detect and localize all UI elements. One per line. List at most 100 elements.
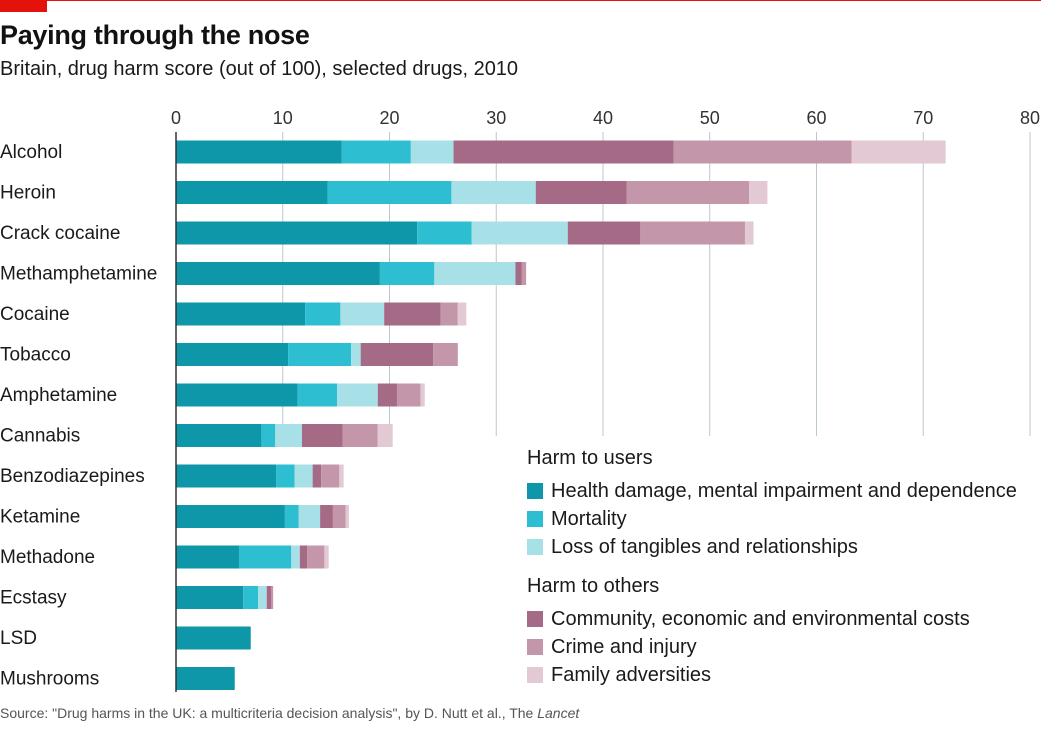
bar-segment	[176, 424, 262, 447]
bar-segment	[320, 505, 333, 528]
bar-segment	[266, 586, 272, 609]
legend-item: Mortality	[527, 505, 1017, 533]
bar-segment	[379, 262, 435, 285]
bar-segment	[176, 181, 328, 204]
bar-segment	[305, 302, 341, 326]
bar-segment	[433, 343, 458, 366]
x-tick-label: 80	[1020, 108, 1040, 128]
bar-segment	[176, 343, 289, 366]
bar-segment	[673, 140, 852, 164]
legend-label: Crime and injury	[551, 635, 697, 658]
bar-segment	[324, 545, 329, 569]
legend-swatch	[527, 667, 543, 683]
bar-segment	[434, 262, 516, 285]
x-tick-label: 20	[379, 108, 399, 128]
bar-segment	[749, 181, 768, 204]
chart-subtitle: Britain, drug harm score (out of 100), s…	[0, 58, 519, 80]
legend-group-others: Harm to others Community, economic and e…	[527, 575, 1017, 689]
bar-segment	[451, 181, 536, 204]
bar-segment	[176, 383, 298, 407]
category-label: Benzodiazepines	[0, 466, 145, 487]
bar-segment	[327, 181, 452, 204]
bar-segment	[384, 302, 441, 326]
bar-segment	[176, 545, 239, 569]
bar-segment	[410, 140, 454, 164]
bar-segment	[567, 221, 641, 245]
bar-segment	[258, 586, 267, 609]
top-rule	[0, 0, 1041, 1]
bar-segment	[342, 424, 378, 447]
bar-segment	[515, 262, 522, 285]
bar-segment	[176, 140, 342, 164]
bar-segment	[626, 181, 750, 204]
category-label: Ecstasy	[0, 588, 67, 609]
bar-segment	[176, 626, 251, 650]
source-text: Source: "Drug harms in the UK: a multicr…	[0, 705, 538, 721]
bar-segment	[521, 262, 527, 285]
bar-segment	[288, 343, 352, 366]
bar-segment	[275, 424, 302, 447]
legend-label: Loss of tangibles and relationships	[551, 535, 858, 558]
bar-segment	[301, 424, 343, 447]
bar-segment	[291, 545, 300, 569]
x-tick-label: 50	[700, 108, 720, 128]
category-label: Ketamine	[0, 507, 80, 528]
category-label: Mushrooms	[0, 669, 99, 690]
bar-segment	[640, 221, 745, 245]
legend-swatch	[527, 511, 543, 527]
x-tick-label: 10	[273, 108, 293, 128]
bar-segment	[294, 464, 313, 488]
bar-segment	[238, 545, 292, 569]
bar-segment	[471, 221, 568, 245]
category-label: Cannabis	[0, 426, 80, 447]
category-label: Cocaine	[0, 304, 70, 325]
legend-label: Health damage, mental impairment and dep…	[551, 479, 1017, 502]
x-tick-label: 30	[486, 108, 506, 128]
legend-swatch	[527, 611, 543, 627]
bar-segment	[339, 464, 344, 488]
category-label: Alcohol	[0, 142, 62, 163]
bar-segment	[312, 464, 322, 488]
bar-segment	[535, 181, 627, 204]
bar-segment	[453, 140, 674, 164]
legend-item: Crime and injury	[527, 633, 1017, 661]
legend-group-title: Harm to others	[527, 575, 660, 597]
category-label: LSD	[0, 628, 37, 649]
category-label: Methamphetamine	[0, 264, 157, 285]
bar-segment	[340, 302, 385, 326]
bar-segment	[440, 302, 458, 326]
bar-segment	[176, 302, 306, 326]
bar-segment	[332, 505, 346, 528]
bar-segment	[297, 383, 338, 407]
bar-segment	[851, 140, 946, 164]
bar-segment	[457, 302, 467, 326]
source-note: Source: "Drug harms in the UK: a multicr…	[0, 705, 579, 721]
category-label: Methadone	[0, 547, 95, 568]
legend-item: Loss of tangibles and relationships	[527, 533, 1017, 561]
bar-segment	[377, 424, 393, 447]
bar-segment	[341, 140, 411, 164]
source-journal: Lancet	[537, 705, 580, 721]
bar-segment	[298, 505, 321, 528]
x-tick-label: 70	[913, 108, 933, 128]
bar-segment	[299, 545, 308, 569]
bar-segment	[307, 545, 325, 569]
bar-segment	[176, 464, 277, 488]
bar-segment	[243, 586, 259, 609]
bar-segment	[337, 383, 378, 407]
legend-swatch	[527, 483, 543, 499]
legend-group-title: Harm to users	[527, 447, 653, 469]
legend-label: Mortality	[551, 507, 627, 530]
legend: Harm to users Health damage, mental impa…	[527, 447, 1017, 703]
legend-label: Community, economic and environmental co…	[551, 607, 970, 630]
bar-segment	[176, 221, 418, 245]
bar-segment	[271, 586, 274, 609]
bar-segment	[345, 505, 349, 528]
legend-item: Community, economic and environmental co…	[527, 605, 1017, 633]
bar-segment	[396, 383, 421, 407]
bar-segment	[276, 464, 295, 488]
stacked-bar-chart: 0 10 20 30 40 50 60 70 80 Alcohol Heroin Crack coca…	[0, 108, 1040, 692]
bar-segment	[360, 343, 434, 366]
category-label: Tobacco	[0, 345, 71, 366]
bar-segment	[377, 383, 397, 407]
